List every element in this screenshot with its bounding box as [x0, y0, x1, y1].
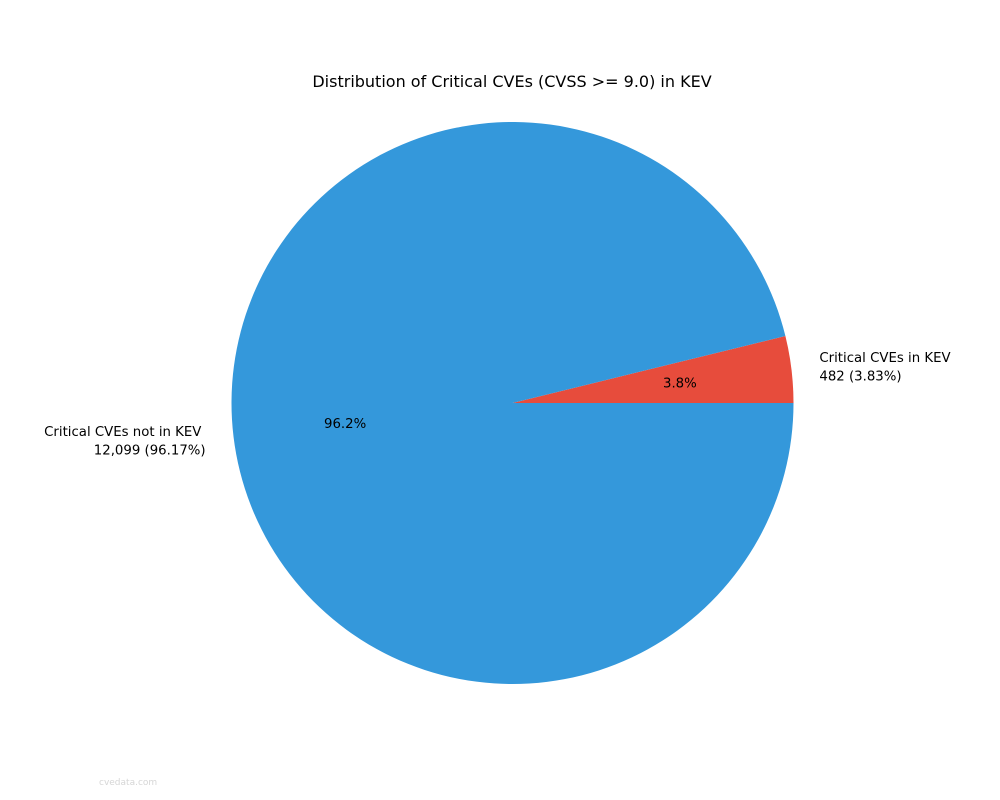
slice-label-1-name: Critical CVEs not in KEV [44, 425, 201, 440]
pct-label-0: 3.8% [663, 376, 697, 391]
slice-label-1: Critical CVEs not in KEV 12,099 (96.17%) [44, 425, 205, 459]
slice-label-0: Critical CVEs in KEV 482 (3.83%) [819, 351, 954, 385]
watermark: cvedata.com [99, 778, 158, 788]
pie-slice-1 [231, 122, 794, 684]
slice-label-1-value: 12,099 (96.17%) [94, 444, 206, 459]
slice-label-0-value: 482 (3.83%) [819, 369, 901, 384]
pct-label-1: 96.2% [324, 417, 366, 432]
pie-slice-0 [512, 336, 794, 403]
chart-title: Distribution of Critical CVEs (CVSS >= 9… [312, 72, 712, 91]
slice-label-0-name: Critical CVEs in KEV [819, 351, 950, 366]
